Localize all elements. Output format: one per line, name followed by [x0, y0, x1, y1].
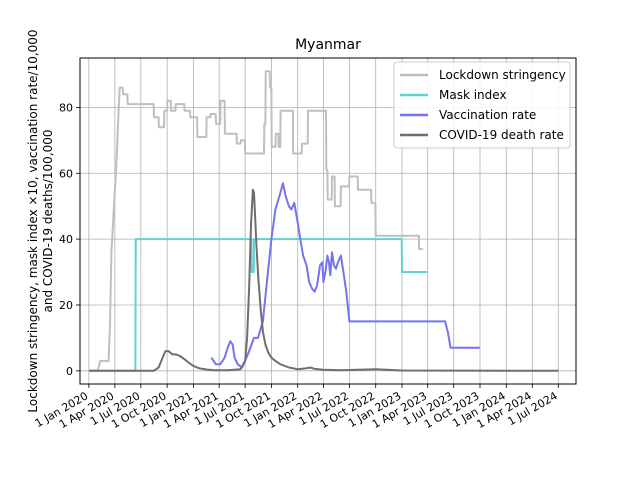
series-line-3: [88, 188, 559, 372]
series-line-1: [88, 238, 428, 372]
legend-label-3: COVID-19 death rate: [439, 128, 564, 142]
legend: Lockdown stringency Mask index Vaccination…: [393, 61, 571, 149]
y-axis-label-line-2: and COVID-19 deaths/100,000: [41, 130, 55, 313]
series-line-0: [88, 70, 423, 372]
plot-frame: [79, 57, 577, 385]
y-tick-label: 80: [59, 101, 73, 114]
y-axis-label-line-1: Lockdown stringency, mask index ×10, vac…: [26, 29, 40, 412]
y-tick-label: 0: [66, 365, 73, 378]
legend-label-1: Mask index: [439, 88, 507, 102]
legend-box: [393, 61, 571, 149]
legend-label-0: Lockdown stringency: [439, 68, 566, 82]
y-tick-label: 20: [59, 299, 73, 312]
series-line-2: [210, 182, 480, 369]
series-layer: [88, 70, 559, 372]
y-tick-label: 60: [59, 167, 73, 180]
chart-title: Myanmar: [295, 37, 361, 53]
y-tick-label: 40: [59, 233, 73, 246]
y-axis: 0 20 40 60 80: [59, 101, 80, 378]
legend-label-2: Vaccination rate: [439, 108, 536, 122]
